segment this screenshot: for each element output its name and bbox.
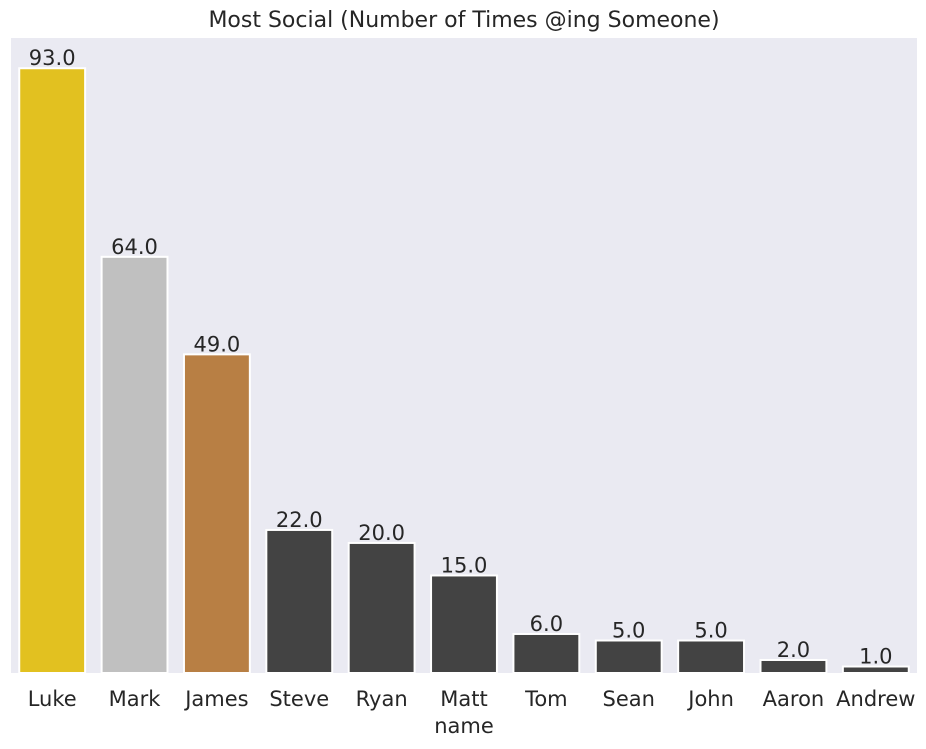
- x-tick-label-john: John: [686, 687, 734, 711]
- bar-andrew: [841, 665, 910, 674]
- value-label-tom: 6.0: [530, 612, 563, 636]
- x-axis-label: name: [434, 714, 494, 738]
- bar-ryan: [347, 541, 416, 674]
- bars-group: [18, 67, 910, 675]
- bar-sean: [594, 639, 663, 674]
- x-tick-label-matt: Matt: [440, 687, 487, 711]
- x-tick-label-luke: Luke: [28, 687, 77, 711]
- bar-luke: [18, 67, 87, 675]
- value-label-mark: 64.0: [111, 235, 158, 259]
- x-tick-labels-group: Luke Mark James Steve Ryan Matt Tom Sean John Aar…: [28, 687, 916, 711]
- value-label-sean: 5.0: [612, 618, 645, 642]
- bar-tom: [512, 632, 581, 674]
- bar-john: [677, 639, 746, 674]
- value-label-john: 5.0: [694, 618, 727, 642]
- value-label-steve: 22.0: [276, 508, 323, 532]
- x-tick-label-ryan: Ryan: [356, 687, 408, 711]
- bar-mark: [100, 255, 169, 674]
- value-label-matt: 15.0: [441, 553, 488, 577]
- bar-matt: [430, 574, 498, 675]
- value-label-ryan: 20.0: [358, 521, 405, 545]
- value-label-james: 49.0: [194, 332, 241, 356]
- bar-steve: [265, 528, 334, 674]
- x-tick-label-james: James: [183, 687, 248, 711]
- value-labels-group: 93.0 64.0 49.0 22.0 20.0 15.0 6.0 5.0 5.0 2.0 1.0: [29, 46, 893, 668]
- value-label-aaron: 2.0: [777, 638, 810, 662]
- bar-aaron: [759, 658, 828, 674]
- x-tick-label-aaron: Aaron: [763, 687, 825, 711]
- x-tick-label-sean: Sean: [603, 687, 655, 711]
- x-tick-label-mark: Mark: [109, 687, 162, 711]
- x-tick-label-andrew: Andrew: [836, 687, 915, 711]
- x-tick-label-tom: Tom: [524, 687, 568, 711]
- x-tick-label-steve: Steve: [269, 687, 329, 711]
- value-label-luke: 93.0: [29, 46, 76, 70]
- value-label-andrew: 1.0: [859, 645, 892, 669]
- bar-james: [182, 353, 251, 674]
- chart-title: Most Social (Number of Times @ing Someon…: [208, 8, 719, 33]
